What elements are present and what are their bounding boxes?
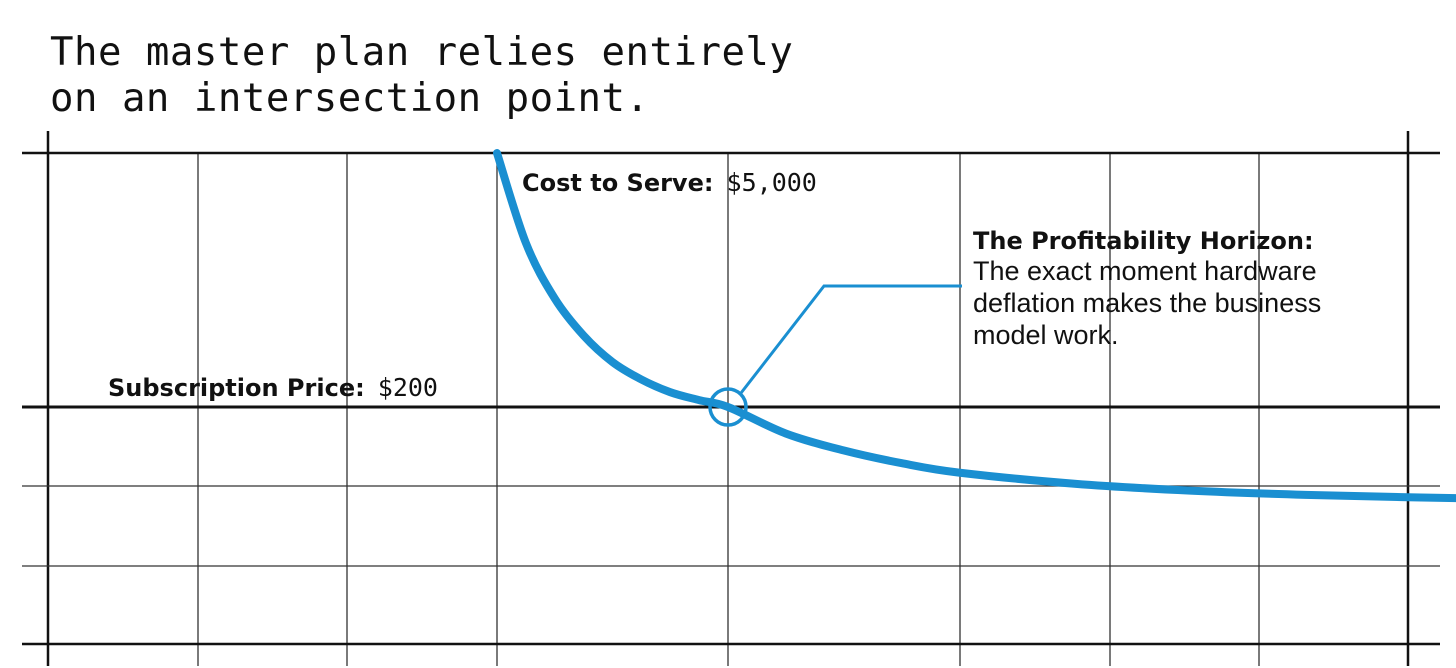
cost-label: Cost to Serve: $5,000 [522,168,817,197]
headline: The master plan relies entirely on an in… [50,30,794,121]
profitability-callout: The Profitability Horizon: The exact mom… [973,227,1321,350]
callout-line-1: The exact moment hardware [973,256,1317,286]
callout-line-3: model work. [973,320,1119,350]
subscription-label: Subscription Price: $200 [108,373,438,402]
callout-line-2: deflation makes the business [973,288,1321,318]
cost-label-name: Cost to Serve: [522,169,713,197]
cost-label-value: $5,000 [727,168,817,197]
subscription-label-value: $200 [378,373,438,402]
subscription-label-name: Subscription Price: [108,374,365,402]
cost-to-serve-curve [493,149,1456,503]
callout-title: The Profitability Horizon: [973,227,1314,255]
grid [22,131,1440,666]
intersection-marker [708,387,748,427]
callout-leader-line [739,284,962,394]
